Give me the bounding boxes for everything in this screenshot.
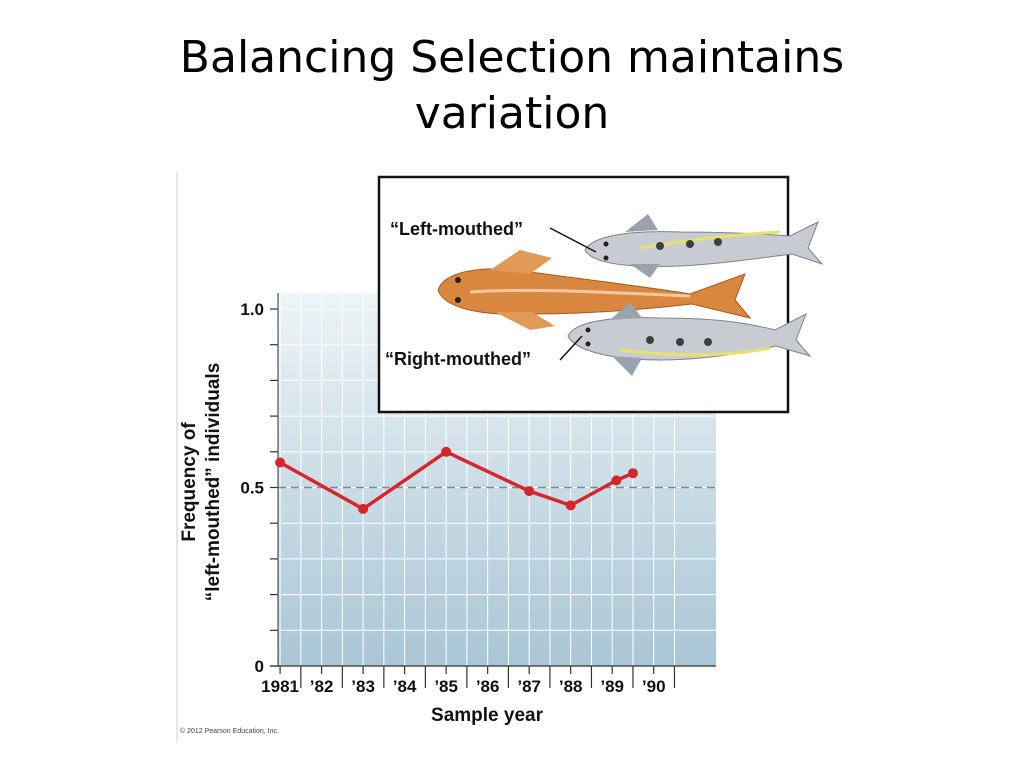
x-axis-title: Sample year <box>431 705 544 726</box>
series-left-mouthed <box>275 446 638 514</box>
x-tick-label: ’87 <box>517 677 541 696</box>
y-axis-title: Frequency of “left-mouthed” individuals <box>179 363 224 602</box>
y-axis-title-line1: Frequency of <box>179 422 200 542</box>
slide-title: Balancing Selection maintains variation <box>0 30 1024 142</box>
x-tick-label: ’83 <box>351 677 375 696</box>
x-tick-label: ’84 <box>393 677 417 696</box>
x-tick-label: ’90 <box>642 677 666 696</box>
right-mouthed-fish-image <box>567 302 812 376</box>
slide-title-line2: variation <box>414 88 610 139</box>
data-point <box>358 503 369 514</box>
y-tick-label: 1.0 <box>240 300 264 319</box>
slide-title-line1: Balancing Selection maintains <box>179 32 845 83</box>
x-tick-label: ’88 <box>559 677 583 696</box>
x-tick-label: ’86 <box>476 677 500 696</box>
data-point <box>611 475 622 486</box>
left-mouthed-label: “Left-mouthed” <box>390 219 523 239</box>
x-tick-label: ’85 <box>434 677 458 696</box>
data-point <box>627 468 638 479</box>
data-point <box>524 486 535 497</box>
right-mouthed-pointer <box>559 335 583 361</box>
fish-illustration-inset: “Left-mouthed” “Right-mouthed” <box>377 175 824 414</box>
data-point <box>275 457 286 468</box>
left-mouthed-fish-image <box>584 214 824 278</box>
x-tick-labels: 1981 ’82 ’83 ’84 ’85 ’86 ’87 ’88 ’89 ’90 <box>261 677 665 696</box>
orange-fish-image <box>437 250 752 330</box>
y-axis-title-line2: “left-mouthed” individuals <box>203 363 224 602</box>
data-point <box>441 446 452 457</box>
data-point <box>565 500 576 511</box>
y-tick-label: 0.5 <box>240 479 264 498</box>
left-mouthed-pointer <box>549 227 597 253</box>
y-tick-labels: 0 0.5 1.0 <box>240 300 264 676</box>
x-tick-label: ’82 <box>310 677 334 696</box>
copyright-notice: © 2012 Pearson Education, Inc. <box>180 728 279 735</box>
x-tick-label: 1981 <box>261 677 299 696</box>
x-tick-label: ’89 <box>600 677 624 696</box>
axes <box>270 293 716 688</box>
right-mouthed-label: “Right-mouthed” <box>385 349 531 369</box>
y-tick-label: 0 <box>255 657 264 676</box>
